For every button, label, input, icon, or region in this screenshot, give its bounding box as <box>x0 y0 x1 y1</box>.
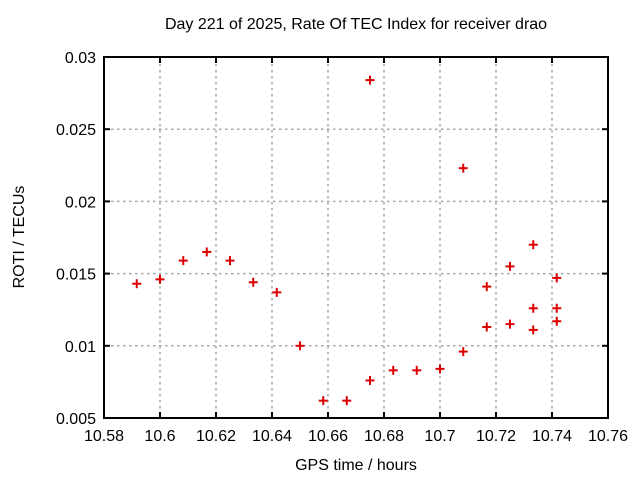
plot-frame <box>103 56 609 419</box>
y-tick-label: 0.025 <box>56 122 96 139</box>
x-tick-label: 10.76 <box>588 428 628 445</box>
y-tick-label: 0.03 <box>65 50 96 67</box>
x-tick-label: 10.7 <box>424 428 455 445</box>
y-tick-label: 0.01 <box>65 339 96 356</box>
x-tick-label: 10.6 <box>144 428 175 445</box>
x-tick-label: 10.58 <box>84 428 124 445</box>
y-tick-label: 0.005 <box>56 411 96 428</box>
x-tick-label: 10.68 <box>364 428 404 445</box>
x-tick-label: 10.62 <box>196 428 236 445</box>
x-tick-label: 10.72 <box>476 428 516 445</box>
x-axis-label: GPS time / hours <box>295 457 417 474</box>
chart-title: Day 221 of 2025, Rate Of TEC Index for r… <box>164 16 548 33</box>
x-tick-label: 10.74 <box>532 428 572 445</box>
y-tick-label: 0.02 <box>65 194 96 211</box>
y-tick-label: 0.015 <box>56 267 96 284</box>
x-tick-label: 10.66 <box>308 428 348 445</box>
x-tick-label: 10.64 <box>252 428 292 445</box>
